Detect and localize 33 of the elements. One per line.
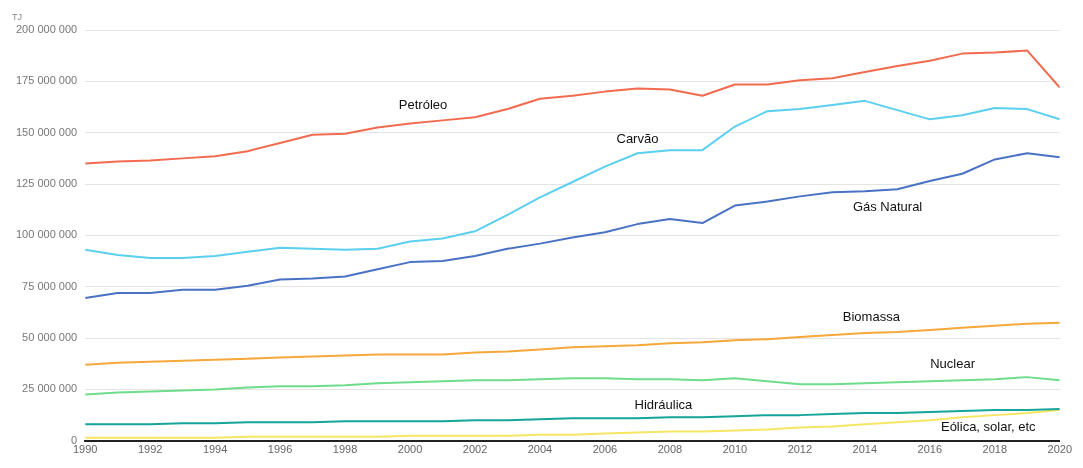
y-axis-title: TJ	[12, 12, 22, 23]
x-tick-label: 1996	[267, 443, 293, 456]
x-tick-label: 1992	[137, 443, 163, 456]
series-label: Nuclear	[930, 355, 976, 371]
x-tick-label: 2014	[852, 443, 878, 456]
series-label: Biomassa	[842, 308, 901, 324]
y-tick-label: 100 000 000	[16, 228, 78, 241]
y-tick-label: 50 000 000	[22, 331, 78, 344]
series-label: Eólica, solar, etc	[940, 418, 1037, 434]
y-tick-label: 125 000 000	[16, 177, 78, 190]
x-tick-label: 2012	[787, 443, 813, 456]
y-tick-label: 150 000 000	[16, 125, 78, 138]
y-tick-label: 175 000 000	[16, 74, 78, 87]
x-tick-label: 2020	[1047, 443, 1073, 456]
series-label: Gás Natural	[852, 198, 923, 214]
x-tick-label: 2000	[397, 443, 423, 456]
x-tick-label: 2002	[462, 443, 488, 456]
y-tick-label: 0	[71, 433, 78, 446]
x-tick-label: 1998	[332, 443, 358, 456]
y-tick-label: 25 000 000	[22, 382, 78, 395]
x-tick-label: 2004	[527, 443, 553, 456]
x-tick-label: 1994	[202, 443, 228, 456]
x-tick-label: 2008	[657, 443, 683, 456]
x-tick-label: 2006	[592, 443, 618, 456]
x-tick-label: 1990	[72, 443, 98, 456]
x-tick-label: 2018	[982, 443, 1008, 456]
y-tick-label: 200 000 000	[16, 23, 78, 36]
x-tick-label: 2010	[722, 443, 748, 456]
series-label: Hidráulica	[634, 396, 694, 412]
y-tick-label: 75 000 000	[22, 279, 78, 292]
series-label: Petróleo	[398, 97, 448, 113]
x-tick-label: 2016	[917, 443, 943, 456]
series-label: Carvão	[616, 130, 659, 146]
